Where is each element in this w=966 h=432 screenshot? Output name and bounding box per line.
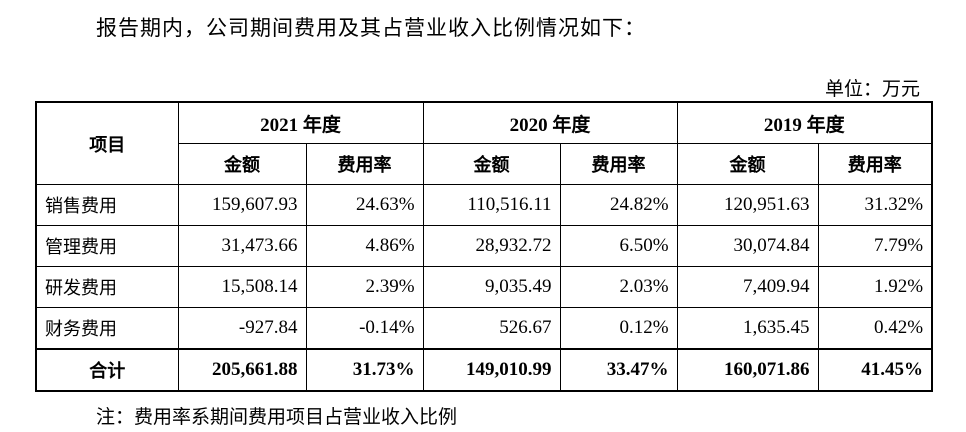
table-row: 财务费用 -927.84 -0.14% 526.67 0.12% 1,635.4… (35, 307, 933, 350)
unit-label: 单位：万元 (824, 78, 920, 100)
row-name: 财务费用 (35, 307, 179, 350)
cell-amount: 1,635.45 (676, 307, 819, 350)
total-rate: 33.47% (559, 348, 678, 392)
cell-amount: 15,508.14 (177, 266, 307, 308)
header-row-subheaders: 金额 费用率 金额 费用率 金额 费用率 (36, 143, 933, 185)
total-label: 合计 (35, 348, 179, 392)
footnote: 注：费用率系期间费用项目占营业收入比例 (96, 406, 458, 428)
year-header-2019: 2019 年度 (676, 101, 933, 144)
table-row: 管理费用 31,473.66 4.86% 28,932.72 6.50% 30,… (35, 225, 933, 267)
sub-header-rate: 费用率 (559, 143, 678, 185)
cell-amount: 526.67 (422, 307, 561, 350)
cell-rate: 1.92% (817, 266, 933, 308)
cell-rate: 0.42% (817, 307, 933, 350)
cell-rate: 24.63% (305, 184, 424, 226)
year-header-2021: 2021 年度 (177, 101, 424, 144)
cell-rate: 31.32% (817, 184, 933, 226)
sub-header-amount: 金额 (676, 143, 819, 185)
cell-amount: 159,607.93 (177, 184, 307, 226)
cell-rate: 2.39% (305, 266, 424, 308)
total-amount: 205,661.88 (177, 348, 307, 392)
cell-rate: -0.14% (305, 307, 424, 350)
year-header-2020: 2020 年度 (422, 101, 678, 144)
cell-rate: 4.86% (305, 225, 424, 267)
cell-amount: 9,035.49 (422, 266, 561, 308)
cell-amount: 7,409.94 (676, 266, 819, 308)
row-name: 销售费用 (35, 184, 179, 226)
cell-amount: 30,074.84 (676, 225, 819, 267)
header-row-years: 项目 2021 年度 2020 年度 2019 年度 (35, 101, 933, 185)
cell-rate: 2.03% (559, 266, 678, 308)
sub-header-amount: 金额 (177, 143, 307, 185)
cell-rate: 0.12% (559, 307, 678, 350)
intro-text: 报告期内，公司期间费用及其占营业收入比例情况如下： (96, 16, 646, 40)
total-rate: 31.73% (305, 348, 424, 392)
row-name: 研发费用 (35, 266, 179, 308)
cell-amount: 120,951.63 (676, 184, 819, 226)
row-name: 管理费用 (35, 225, 179, 267)
expense-table: 项目 2021 年度 2020 年度 2019 年度 金额 费用率 金额 费用率… (35, 101, 934, 392)
sub-header-rate: 费用率 (305, 143, 424, 185)
cell-amount: -927.84 (177, 307, 307, 350)
total-row: 合计 205,661.88 31.73% 149,010.99 33.47% 1… (35, 348, 933, 392)
item-header: 项目 (35, 101, 179, 185)
sub-header-rate: 费用率 (817, 143, 933, 185)
table-row: 研发费用 15,508.14 2.39% 9,035.49 2.03% 7,40… (35, 266, 933, 308)
cell-amount: 31,473.66 (177, 225, 307, 267)
cell-amount: 110,516.11 (422, 184, 561, 226)
total-amount: 149,010.99 (422, 348, 561, 392)
sub-header-amount: 金额 (422, 143, 561, 185)
cell-rate: 24.82% (559, 184, 678, 226)
cell-rate: 7.79% (817, 225, 933, 267)
cell-amount: 28,932.72 (422, 225, 561, 267)
total-rate: 41.45% (817, 348, 933, 392)
total-amount: 160,071.86 (676, 348, 819, 392)
table-row: 销售费用 159,607.93 24.63% 110,516.11 24.82%… (35, 184, 933, 226)
cell-rate: 6.50% (559, 225, 678, 267)
